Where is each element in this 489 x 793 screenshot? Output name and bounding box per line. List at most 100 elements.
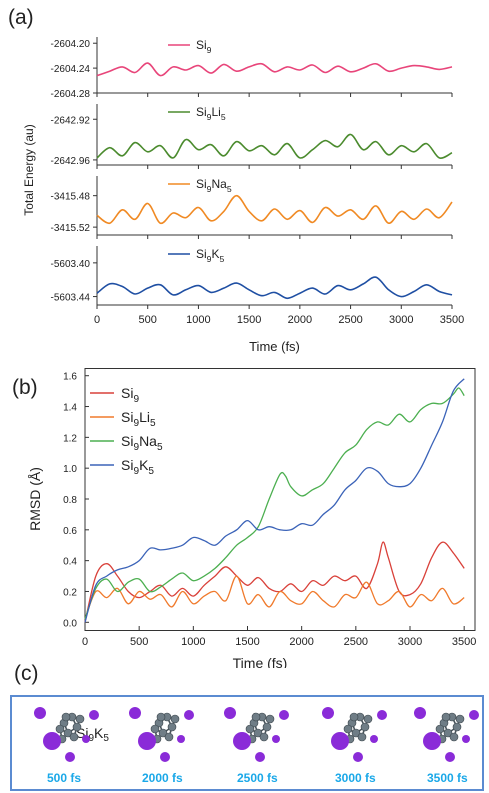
k-atom	[129, 707, 141, 719]
k-atom	[462, 735, 470, 743]
snapshot-time-label: 3500 fs	[427, 771, 468, 785]
k-atom	[322, 707, 334, 719]
x-tick-label: 1500	[235, 636, 259, 648]
k-atom	[160, 752, 170, 762]
molecule-snapshot	[129, 707, 194, 762]
legend-label: Si9Na5	[196, 177, 232, 194]
y-axis-title: Total Energy (au)	[22, 124, 36, 215]
k-atom	[177, 735, 185, 743]
si-atom	[55, 724, 65, 734]
k-atom	[469, 710, 479, 720]
si-atom	[251, 712, 261, 722]
legend-label: Si9	[196, 38, 212, 55]
si-atom	[351, 728, 361, 738]
k-atom	[43, 732, 61, 750]
si-atom	[449, 732, 459, 742]
panel-b-label: (b)	[12, 376, 38, 399]
x-tick-label: 500	[130, 636, 148, 648]
si-atom	[455, 714, 465, 724]
rmsd-line-2	[84, 387, 465, 620]
panel-c-label: (c)	[14, 662, 39, 685]
x-tick-label: 3000	[389, 314, 413, 326]
x-tick-label: 3500	[452, 636, 476, 648]
si-atom	[164, 732, 174, 742]
si-atom	[259, 732, 269, 742]
x-tick-label: 2000	[288, 314, 312, 326]
snapshot-panel: Si9K5 500 fs 2000 fs 2500 fs 3000 fs 3500 fs	[10, 695, 484, 791]
y-tick-label: 1.6	[63, 372, 77, 383]
k-atom	[224, 707, 236, 719]
energy-chart: -2604.20-2604.24-2604.28Si9-2642.92-2642…	[22, 37, 464, 354]
legend-label: Si9Li5	[121, 409, 156, 429]
k-atom	[370, 735, 378, 743]
energy-subplot-3: -5603.40 -5603.44 Si9K5	[51, 246, 453, 309]
x-tick-label: 0	[82, 636, 88, 648]
rmsd-chart: 0.0 0.2 0.4 0.6 0.8 1.0 1.2 1.4 1.6 0 500 1000 1500 2…	[27, 368, 476, 668]
k-atom	[414, 707, 426, 719]
x-tick-label: 500	[139, 314, 157, 326]
si-atom	[443, 728, 453, 738]
y-tick-label: 0.4	[63, 557, 77, 568]
y-tick-label: 1.0	[63, 464, 77, 475]
k-atom	[233, 732, 251, 750]
energy-subplot-1: -2642.92 -2642.96 Si9Li5	[51, 104, 453, 169]
si-atom	[452, 722, 462, 732]
energy-line-3	[96, 276, 453, 300]
y-tick-label: 0.8	[63, 495, 77, 506]
x-axis-title: Time (fs)	[249, 339, 300, 354]
y-tick-label: 1.2	[63, 433, 77, 444]
y-tick-label: 1.4	[63, 403, 77, 414]
si-atom	[63, 728, 73, 738]
si-atom	[158, 728, 168, 738]
y-tick-label: -2642.96	[51, 156, 91, 167]
si-atom	[441, 712, 451, 722]
si-atom	[265, 714, 275, 724]
x-axis-title: Time (fs)	[233, 655, 288, 668]
molecule-snapshot	[414, 707, 479, 762]
si-atom	[363, 714, 373, 724]
molecule-snapshot	[224, 707, 289, 762]
legend-label: Si9Li5	[196, 105, 226, 122]
y-tick-label: 0.6	[63, 526, 77, 537]
x-tick-label: 1500	[237, 314, 261, 326]
rmsd-line-1	[84, 575, 465, 620]
k-atom	[89, 710, 99, 720]
legend-label: Si9K5	[121, 457, 154, 477]
si-atom	[357, 732, 367, 742]
k-atom	[353, 752, 363, 762]
snapshot-time-label: 2500 fs	[237, 771, 278, 785]
energy-subplot-0: -2604.20 -2604.24 -2604.28 Si9	[51, 37, 453, 100]
x-tick-label: 1000	[186, 314, 210, 326]
panel-a-label: (a)	[8, 6, 34, 29]
molecule-snapshot	[322, 707, 387, 762]
x-tick-label: 3000	[398, 636, 422, 648]
energy-line-0	[96, 62, 453, 77]
energy-subplot-2: -3415.48 -3415.52 Si9Na5	[51, 176, 453, 239]
si-atom	[75, 714, 85, 724]
y-tick-label: -3415.48	[51, 192, 91, 203]
y-axis-title: RMSD (Å)	[27, 467, 43, 531]
k-atom	[184, 710, 194, 720]
k-atom	[255, 752, 265, 762]
x-tick-label: 3500	[440, 314, 464, 326]
x-tick-label: 2500	[344, 636, 368, 648]
si-atom	[262, 722, 272, 732]
y-tick-label: -2604.20	[51, 39, 91, 50]
x-tick-label: 2500	[338, 314, 362, 326]
k-atom	[34, 707, 46, 719]
energy-line-1	[96, 133, 453, 159]
x-tick-label: 0	[94, 314, 100, 326]
k-atom	[65, 752, 75, 762]
k-atom	[331, 732, 349, 750]
energy-line-2	[96, 194, 453, 225]
si-atom	[69, 732, 79, 742]
k-atom	[445, 752, 455, 762]
si-atom	[245, 724, 255, 734]
k-atom	[138, 732, 156, 750]
y-tick-label: -2604.28	[51, 89, 91, 100]
snapshot-time-label: 500 fs	[47, 771, 82, 785]
k-atom	[377, 710, 387, 720]
si-atom	[170, 714, 180, 724]
k-atom	[423, 732, 441, 750]
si-atom	[435, 724, 445, 734]
